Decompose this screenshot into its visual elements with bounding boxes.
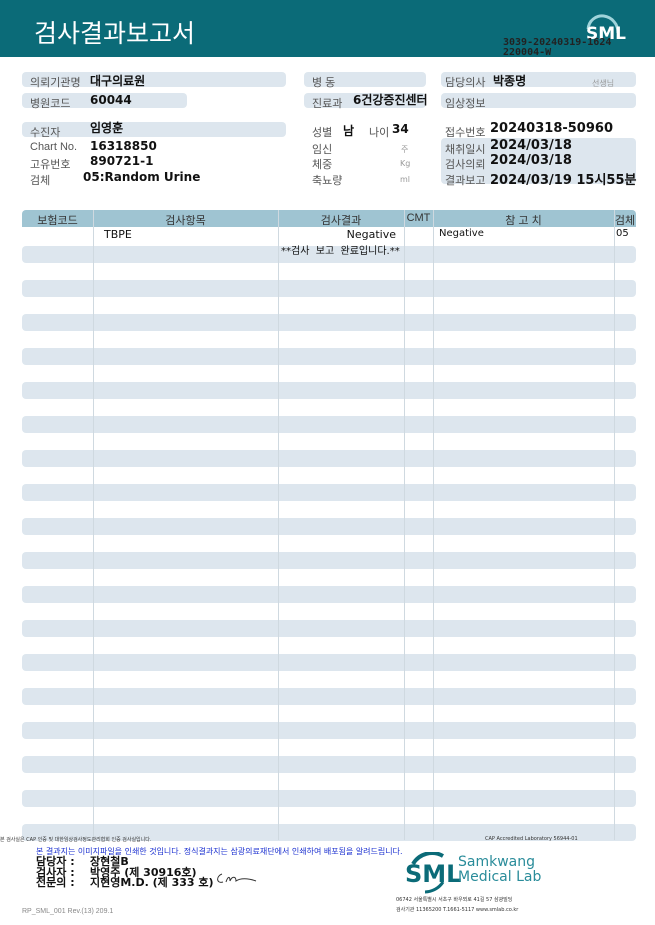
report-value: 2024/03/19 15시55분 — [490, 173, 637, 188]
sml-logo: SML — [579, 7, 627, 55]
col-test-item: 검사항목 — [165, 215, 206, 227]
dept-label: 진료과 — [312, 98, 343, 110]
staff-value: 장현철B — [90, 855, 129, 868]
table-row-band — [22, 280, 636, 297]
tester-value: 박영주 (제 30916호) — [90, 866, 197, 879]
receipt-label: 접수번호 — [445, 127, 486, 139]
requester-value: 대구의료원 — [90, 74, 146, 88]
lab-address: 06742 서울특별시 서초구 바우뫼로 41길 57 삼광빌딩 — [396, 897, 513, 903]
col-specimen: 검체 — [614, 215, 636, 227]
table-row-band — [22, 484, 636, 501]
table-row-band — [22, 382, 636, 399]
table-row-band — [22, 314, 636, 331]
table-row-band — [22, 654, 636, 671]
dept-value: 6건강증진센터 — [353, 93, 428, 107]
sex-label: 성별 — [312, 127, 333, 139]
doctor-value: 박종명 — [493, 74, 527, 88]
chart-label: Chart No. — [30, 141, 78, 153]
report-header: 검사결과보고서 SML — [0, 0, 655, 57]
hospital-code-label: 병원코드 — [30, 98, 71, 110]
notice-text: 본 결과지는 이미지파일을 인쇄한 것입니다. 정식결과지는 삼광의료재단에서 … — [36, 847, 403, 856]
doctor-suffix: 선생님 — [592, 79, 615, 88]
table-row-band — [22, 756, 636, 773]
specimen-label: 검체 — [30, 175, 51, 187]
table-row-band — [22, 246, 636, 263]
reference-value: Negative — [439, 228, 484, 239]
report-title: 검사결과보고서 — [34, 19, 196, 48]
specimen-value: 05:Random Urine — [83, 170, 201, 184]
tester-label: 검사자 : — [36, 866, 75, 879]
form-id: RP_SML_001 Rev.(13) 209.1 — [22, 908, 114, 915]
test-result: Negative — [346, 228, 396, 241]
specialist-value: 지현영M.D. (제 333 호) — [90, 876, 214, 889]
weight-unit: Kg — [400, 159, 411, 168]
sex-value: 남 — [343, 124, 355, 138]
table-row-band — [22, 824, 636, 841]
signature-image — [217, 873, 257, 883]
request-value: 2024/03/18 — [490, 153, 572, 168]
table-row-band — [22, 450, 636, 467]
table-row-band — [22, 416, 636, 433]
urine-unit: ml — [400, 175, 411, 184]
col-cmt: CMT — [406, 212, 431, 224]
report-label: 결과보고 — [445, 175, 486, 187]
col-reference: 참 고 치 — [505, 215, 542, 227]
age-label: 나이 — [369, 127, 390, 139]
staff-label: 담당자 : — [36, 855, 75, 868]
urine-label: 축뇨량 — [312, 175, 343, 187]
report-complete-note: **검사 보고 완료입니다.** — [281, 246, 400, 257]
col-result: 검사결과 — [320, 215, 362, 227]
lab-registration: 검사기관 11365200 T.1661-5117 www.smlab.co.k… — [396, 907, 519, 913]
collect-label: 채취일시 — [445, 144, 486, 156]
clinical-label: 임상정보 — [445, 98, 486, 110]
document-number: 3039-20240319-1624 220004-W — [503, 37, 612, 58]
table-row-band — [22, 790, 636, 807]
pregnancy-label: 임신 — [312, 144, 333, 156]
chart-value: 16318850 — [90, 139, 157, 153]
specimen-code: 05 — [616, 228, 629, 239]
cap-accreditation: CAP Accredited Laboratory 56944-01 — [485, 836, 578, 842]
table-row-band — [22, 722, 636, 739]
table-header — [22, 210, 636, 227]
table-row-band — [22, 518, 636, 535]
test-item: TBPE — [104, 228, 132, 241]
doctor-label: 담당의사 — [445, 77, 486, 89]
hospital-code-value: 60044 — [90, 93, 132, 107]
specialist-label: 전문의 : — [36, 876, 75, 889]
patient-label: 수진자 — [30, 127, 61, 139]
receipt-value: 20240318-50960 — [490, 121, 613, 136]
collect-value: 2024/03/18 — [490, 138, 572, 153]
table-row-band — [22, 586, 636, 603]
disclaimer: 본 검사실은 CAP 인증 및 대한임상검사정도관리협회 인증 검사실입니다. — [0, 837, 152, 843]
pregnancy-unit: 주 — [401, 145, 409, 154]
request-label: 검사의뢰 — [445, 159, 486, 171]
unique-label: 고유번호 — [30, 159, 71, 171]
unique-value: 890721-1 — [90, 154, 154, 168]
col-insurance-code: 보험코드 — [37, 215, 78, 227]
ward-label: 병 동 — [312, 77, 336, 89]
age-value: 34 — [392, 122, 409, 136]
weight-label: 체중 — [312, 159, 333, 171]
table-row-band — [22, 620, 636, 637]
table-row-band — [22, 688, 636, 705]
requester-label: 의뢰기관명 — [30, 77, 81, 89]
table-row-band — [22, 552, 636, 569]
patient-value: 임영훈 — [90, 121, 124, 135]
table-row-band — [22, 348, 636, 365]
